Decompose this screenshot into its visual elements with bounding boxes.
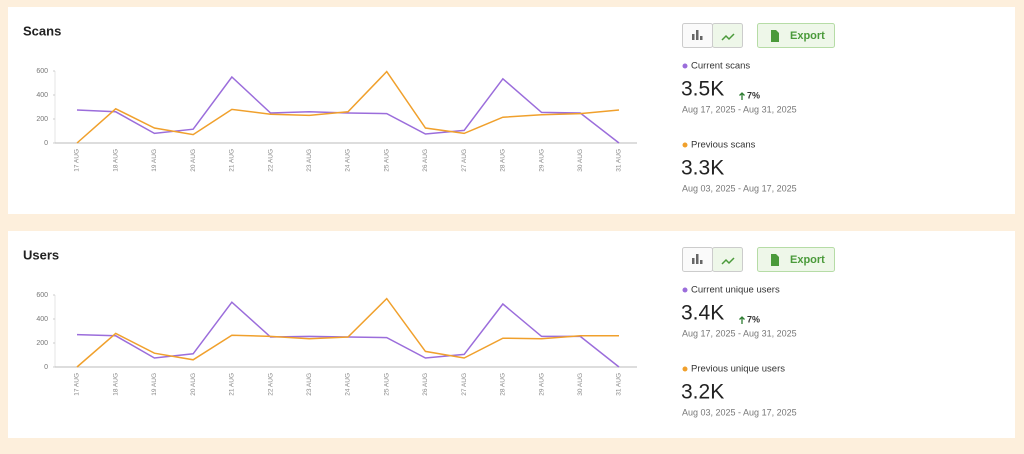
panel-title: Users bbox=[23, 247, 59, 262]
icon bbox=[721, 33, 735, 41]
icon bbox=[696, 30, 699, 40]
x-tick-label: 29 AUG bbox=[538, 373, 545, 396]
date-range: Aug 17, 2025 - Aug 31, 2025 bbox=[682, 328, 797, 338]
x-tick-label: 22 AUG bbox=[267, 373, 274, 396]
legend-dot bbox=[682, 366, 688, 372]
stat-value: 3.4K bbox=[681, 302, 724, 325]
legend-dot bbox=[682, 287, 688, 293]
icon bbox=[692, 258, 695, 264]
date-range: Aug 17, 2025 - Aug 31, 2025 bbox=[682, 104, 797, 114]
date-range: Aug 03, 2025 - Aug 17, 2025 bbox=[682, 183, 797, 193]
x-tick-label: 20 AUG bbox=[190, 149, 197, 172]
x-tick-label: 18 AUG bbox=[112, 373, 119, 396]
x-tick-label: 21 AUG bbox=[229, 373, 236, 396]
legend-dot bbox=[682, 63, 688, 69]
x-tick-label: 19 AUG bbox=[151, 149, 158, 172]
y-tick-label: 200 bbox=[36, 340, 48, 347]
bar-view-button[interactable] bbox=[682, 247, 713, 272]
panel bbox=[8, 231, 1015, 438]
x-tick-label: 31 AUG bbox=[616, 149, 623, 172]
x-tick-label: 21 AUG bbox=[229, 149, 236, 172]
panel-title: Scans bbox=[23, 23, 61, 38]
line-view-button[interactable] bbox=[712, 23, 743, 48]
icon bbox=[721, 257, 735, 265]
x-tick-label: 28 AUG bbox=[500, 373, 507, 396]
y-tick-label: 600 bbox=[36, 68, 48, 75]
x-tick-label: 23 AUG bbox=[306, 149, 313, 172]
change-value: 7% bbox=[747, 90, 760, 100]
legend-label: Previous unique users bbox=[691, 364, 785, 375]
x-tick-label: 24 AUG bbox=[345, 373, 352, 396]
x-tick-label: 30 AUG bbox=[577, 149, 584, 172]
export-button[interactable]: Export bbox=[757, 23, 835, 48]
date-range: Aug 03, 2025 - Aug 17, 2025 bbox=[682, 407, 797, 417]
x-tick-label: 29 AUG bbox=[538, 149, 545, 172]
x-tick-label: 17 AUG bbox=[74, 373, 81, 396]
button-box bbox=[712, 247, 743, 272]
icon bbox=[700, 36, 703, 40]
y-tick-label: 200 bbox=[36, 116, 48, 123]
export-label: Export bbox=[790, 30, 825, 42]
x-tick-label: 20 AUG bbox=[190, 373, 197, 396]
x-tick-label: 18 AUG bbox=[112, 149, 119, 172]
y-tick-label: 0 bbox=[44, 140, 48, 147]
line-view-button[interactable] bbox=[712, 247, 743, 272]
up-arrow bbox=[739, 92, 745, 100]
y-tick-label: 400 bbox=[36, 316, 48, 323]
legend-dot bbox=[682, 142, 688, 148]
stat-value: 3.2K bbox=[681, 381, 724, 404]
change-value: 7% bbox=[747, 314, 760, 324]
panel bbox=[8, 7, 1015, 214]
y-tick-label: 600 bbox=[36, 292, 48, 299]
x-tick-label: 28 AUG bbox=[500, 149, 507, 172]
x-tick-label: 26 AUG bbox=[422, 149, 429, 172]
x-tick-label: 17 AUG bbox=[74, 149, 81, 172]
x-tick-label: 26 AUG bbox=[422, 373, 429, 396]
legend-label: Current scans bbox=[691, 61, 750, 72]
legend-label: Current unique users bbox=[691, 285, 780, 296]
stat-value: 3.3K bbox=[681, 157, 724, 180]
y-tick-label: 400 bbox=[36, 92, 48, 99]
series-line bbox=[76, 297, 619, 368]
x-tick-label: 27 AUG bbox=[461, 149, 468, 172]
x-tick-label: 25 AUG bbox=[383, 373, 390, 396]
icon bbox=[696, 254, 699, 264]
button-box bbox=[712, 23, 743, 48]
y-tick-label: 0 bbox=[44, 364, 48, 371]
export-button[interactable]: Export bbox=[757, 247, 835, 272]
icon bbox=[771, 30, 779, 42]
icon bbox=[771, 254, 779, 266]
x-tick-label: 27 AUG bbox=[461, 373, 468, 396]
x-tick-label: 19 AUG bbox=[151, 373, 158, 396]
x-tick-label: 31 AUG bbox=[616, 373, 623, 396]
up-arrow bbox=[739, 316, 745, 324]
x-tick-label: 30 AUG bbox=[577, 373, 584, 396]
stat-value: 3.5K bbox=[681, 78, 724, 101]
series-line bbox=[76, 75, 620, 144]
bar-view-button[interactable] bbox=[682, 23, 713, 48]
series-line bbox=[76, 70, 620, 144]
export-label: Export bbox=[790, 254, 825, 266]
legend-label: Previous scans bbox=[691, 140, 756, 151]
icon bbox=[700, 260, 703, 264]
x-tick-label: 25 AUG bbox=[383, 149, 390, 172]
x-tick-label: 24 AUG bbox=[345, 149, 352, 172]
x-tick-label: 23 AUG bbox=[306, 373, 313, 396]
x-tick-label: 22 AUG bbox=[267, 149, 274, 172]
icon bbox=[692, 34, 695, 40]
